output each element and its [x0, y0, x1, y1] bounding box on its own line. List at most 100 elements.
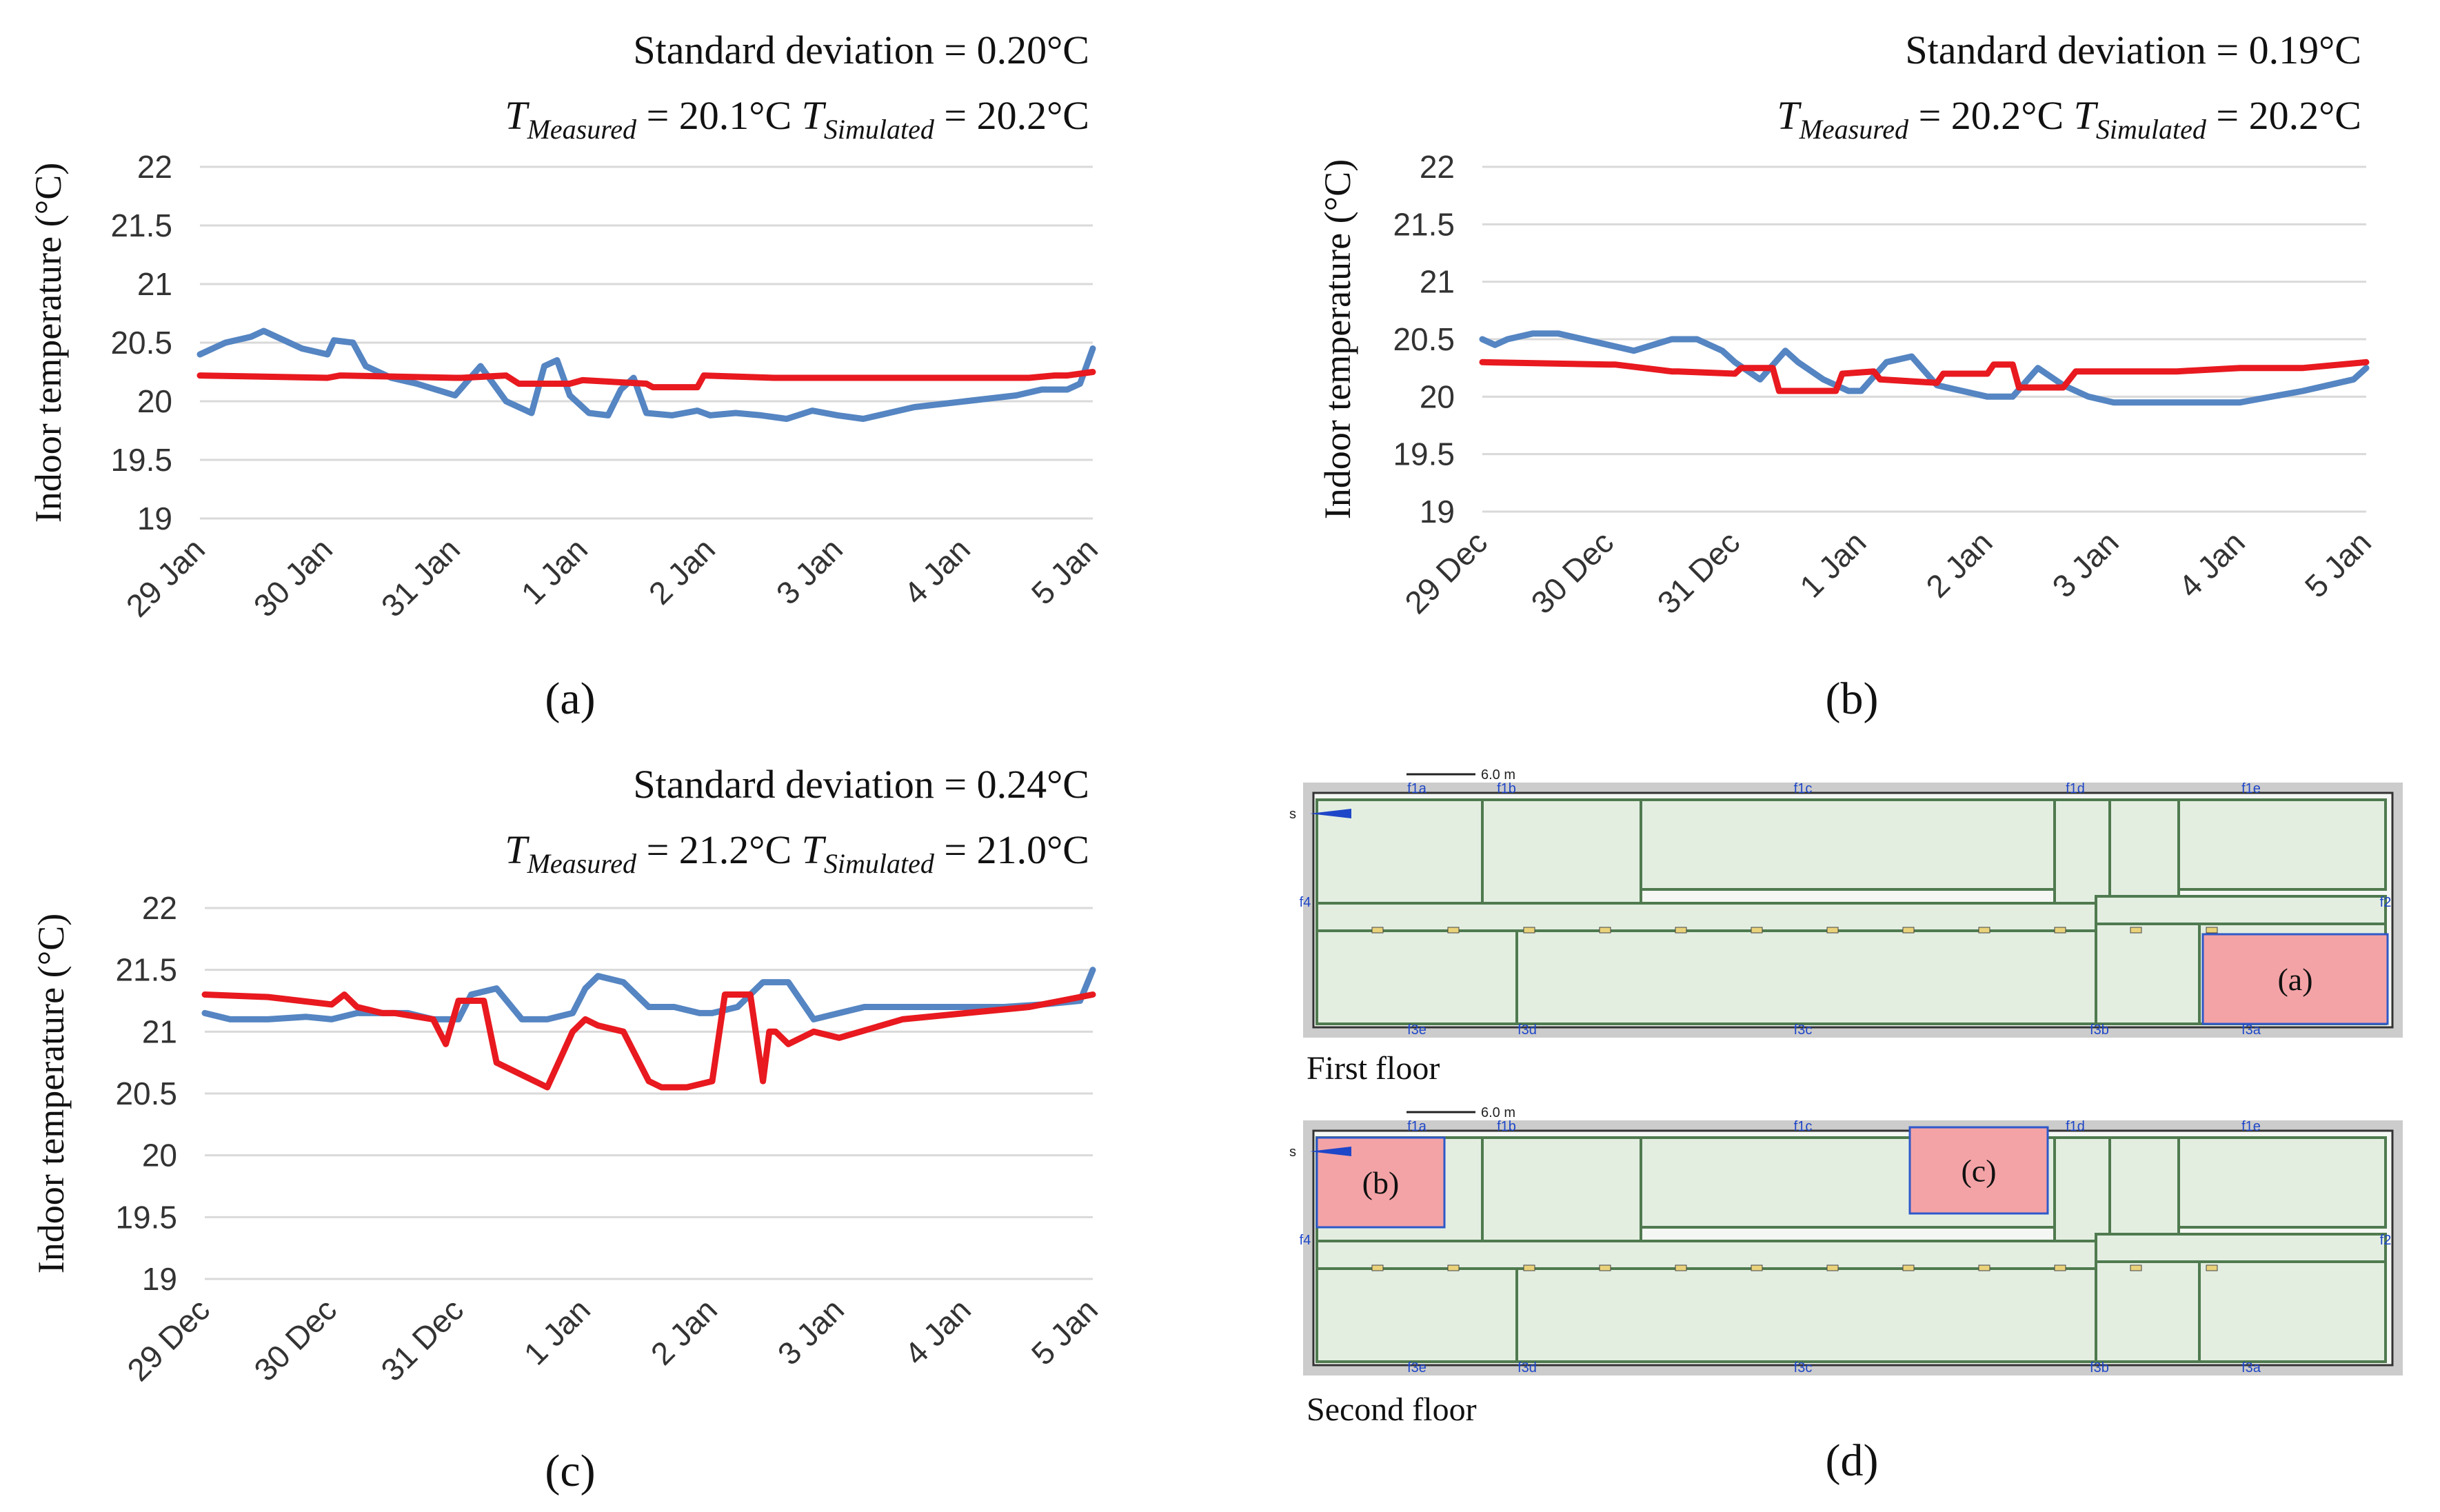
zone-tag: f3a [2241, 1360, 2261, 1375]
measured-mean-subscript: Measured [1799, 114, 1909, 145]
zone-tag: f1e [2241, 1119, 2261, 1134]
room [1481, 798, 1642, 905]
zone-tag: f1b [1497, 781, 1516, 796]
door [2054, 927, 2066, 934]
simulated-mean-symbol: T [2074, 93, 2099, 138]
measured-mean-symbol: T [505, 93, 530, 138]
simulated-mean-subscript: Simulated [824, 114, 935, 145]
room [1315, 1240, 2097, 1270]
chart-b: 19 19.5 20 20.5 21 21.5 22 29 Dec 30 Dec 31 Dec 1 … [1317, 28, 2378, 724]
room [2053, 1136, 2111, 1242]
x-tick-label: 31 Dec [374, 1291, 470, 1388]
door [2206, 927, 2218, 934]
door [1447, 927, 1460, 934]
y-tick-label: 21 [1420, 264, 1455, 300]
x-tick-label: 30 Jan [247, 531, 339, 623]
spacer [792, 93, 802, 138]
zone-tag: f1a [1407, 1119, 1427, 1134]
door [2130, 927, 2142, 934]
x-tick-label: 30 Dec [1524, 524, 1620, 621]
door [1826, 927, 1839, 934]
x-tick-label: 2 Jan [644, 1291, 724, 1371]
zone-tag: f3c [1794, 1360, 1813, 1375]
zone-tag: f2 [2380, 895, 2392, 910]
spacer [792, 827, 802, 872]
zone-tag: f4 [1300, 1233, 1311, 1248]
door [2206, 1264, 2218, 1271]
door [1826, 1264, 1839, 1271]
zone-tag: f3a [2241, 1022, 2261, 1038]
measured-mean-subscript: Measured [527, 848, 637, 879]
measured-mean-subscript: Measured [527, 114, 637, 145]
series-line-simulated [201, 991, 1096, 1091]
simulated-mean-value: = 20.2°C [2206, 93, 2361, 138]
x-tick-label: 1 Jan [517, 1291, 597, 1371]
door [1978, 1264, 1990, 1271]
x-tick-label: 29 Jan [119, 531, 212, 623]
chart-c: 19 19.5 20 20.5 21 21.5 22 29 Dec 30 Dec 31 Dec 1 … [30, 762, 1105, 1496]
first-floor-label: First floor [1307, 1050, 1440, 1087]
room-label: (c) [1961, 1153, 1996, 1189]
zone-tag: f1c [1794, 1119, 1813, 1134]
y-tick-label: 19.5 [110, 442, 172, 478]
y-axis-label: Indoor temperature (°C) [1317, 159, 1358, 519]
zone-tag: f1b [1497, 1119, 1516, 1134]
room [2108, 1136, 2180, 1242]
door [1599, 1264, 1611, 1271]
panel-label: (c) [545, 1446, 595, 1496]
scale-label: 6.0 m [1481, 767, 1515, 783]
panel-label: (a) [545, 674, 595, 724]
mean-temperatures-text: TMeasured = 20.2°C TSimulated = 20.2°C [1777, 93, 2361, 145]
room [2108, 798, 2180, 905]
zone-tag: f1d [2066, 1119, 2085, 1134]
door [1523, 927, 1535, 934]
zone-tag: f2 [2380, 1233, 2392, 1248]
north-arrow-icon [1310, 809, 1351, 818]
x-tick-label: 3 Jan [2045, 524, 2125, 604]
x-tick-label: 1 Jan [1793, 524, 1873, 604]
y-tick-label: 21 [137, 266, 172, 302]
zone-tag: f3e [1407, 1022, 1426, 1038]
y-tick-label: 20.5 [1393, 321, 1455, 357]
measured-mean-symbol: T [1777, 93, 1802, 138]
y-tick-label: 19.5 [115, 1199, 177, 1235]
y-tick-label: 20 [1420, 379, 1455, 414]
second-floor-label: Second floor [1307, 1391, 1477, 1428]
x-tick-label: 4 Jan [898, 1291, 978, 1371]
y-tick-label: 19 [1420, 494, 1455, 530]
simulated-mean-symbol: T [802, 827, 827, 872]
y-tick-label: 19 [137, 501, 172, 536]
panel-label-d: (d) [1826, 1435, 1879, 1486]
room [2053, 798, 2111, 905]
x-tick-label: 31 Dec [1651, 524, 1747, 621]
x-tick-label: 5 Jan [1025, 531, 1105, 611]
door [1447, 1264, 1460, 1271]
room [2095, 1233, 2387, 1263]
series-line-measured [1479, 330, 2370, 406]
door [1751, 927, 1763, 934]
room [2177, 798, 2387, 891]
room [1481, 1136, 1642, 1242]
room [2095, 1260, 2201, 1363]
door [1978, 927, 1990, 934]
x-tick-label: 1 Jan [514, 531, 594, 611]
room [1640, 798, 2056, 891]
zone-tag: f3d [1518, 1360, 1537, 1375]
room [2198, 1260, 2387, 1363]
x-tick-label: 5 Jan [2298, 524, 2378, 604]
scale-label: 6.0 m [1481, 1105, 1515, 1120]
floor-plan: (a) f1a f1b f1c f1d f1e f4 f2 f3e f3d f3c f3b f3a s 6.… [1289, 767, 2403, 1486]
chart-a: 19 19.5 20 20.5 21 21.5 22 29 Jan 30 Jan 31 Jan 1 … [28, 28, 1105, 724]
x-tick-label: 4 Jan [2172, 524, 2252, 604]
door [1599, 927, 1611, 934]
y-axis-label: Indoor temperature (°C) [30, 914, 72, 1273]
north-marker-label: s [1289, 1145, 1296, 1160]
room-label: (a) [2277, 962, 2312, 997]
door [1371, 1264, 1384, 1271]
door [2130, 1264, 2142, 1271]
mean-temperatures-text: TMeasured = 21.2°C TSimulated = 21.0°C [505, 827, 1089, 879]
zone-tag: f1a [1407, 781, 1427, 796]
zone-tag: f3c [1794, 1022, 1813, 1038]
series-line-simulated [196, 369, 1096, 391]
zone-tag: f3b [2090, 1360, 2109, 1375]
